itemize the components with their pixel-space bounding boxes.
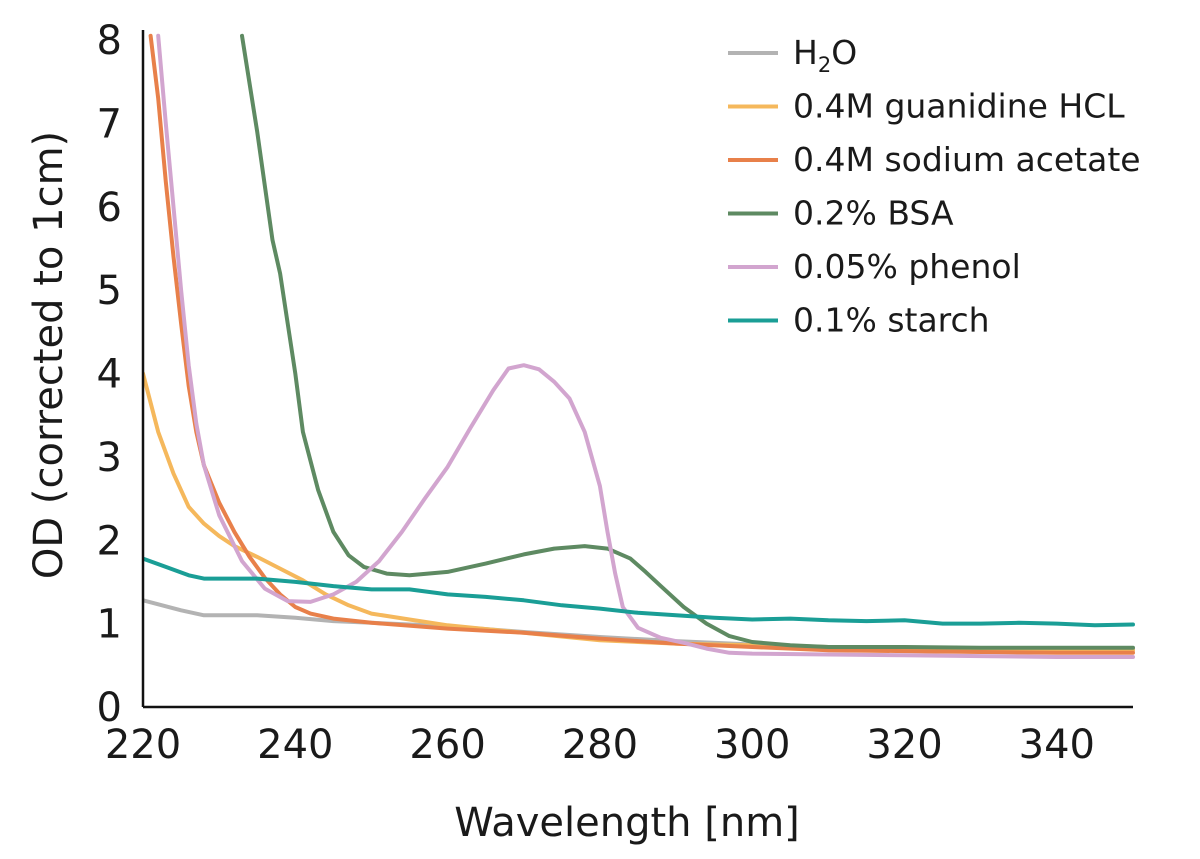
x-axis-title: Wavelength [nm] [454, 800, 800, 846]
series-line-3 [240, 33, 1135, 650]
y-axis-title: OD (corrected to 1cm) [26, 131, 72, 579]
x-tick-label: 240 [257, 722, 333, 768]
x-tick-label: 260 [409, 722, 485, 768]
x-tick-label: 220 [105, 722, 181, 768]
y-tick-label: 8 [97, 18, 122, 64]
tick-labels: 220 240 260 280 300 320 340 0 1 2 3 4 5 6 7 8 [97, 18, 1095, 768]
series-layer [143, 33, 1135, 659]
y-tick-label: 6 [97, 185, 122, 231]
legend-label-1: 0.4M guanidine HCL [793, 87, 1125, 126]
legend-label-3: 0.2% BSA [793, 194, 954, 233]
x-tick-label: 340 [1019, 722, 1095, 768]
axes [141, 30, 1133, 709]
y-tick-label: 5 [97, 268, 122, 314]
x-tick-label: 300 [714, 722, 790, 768]
y-tick-label: 2 [97, 518, 122, 564]
y-tick-label: 7 [97, 101, 122, 147]
x-tick-label: 280 [562, 722, 638, 768]
series-line-4 [156, 33, 1135, 659]
series-line-2 [148, 33, 1135, 655]
y-tick-label: 0 [97, 685, 122, 731]
y-tick-label: 4 [97, 352, 122, 398]
legend-label-4: 0.05% phenol [793, 247, 1021, 286]
legend-label-2: 0.4M sodium acetate [793, 140, 1141, 179]
series-line-5 [143, 556, 1135, 628]
x-tick-label: 320 [866, 722, 942, 768]
legend: H2O 0.4M guanidine HCL 0.4M sodium acetate… [728, 33, 1141, 340]
series-line-1 [143, 371, 1135, 653]
legend-label-0: H2O [793, 33, 857, 77]
legend-label-5: 0.1% starch [793, 301, 990, 340]
y-tick-label: 3 [97, 435, 122, 481]
y-tick-label: 1 [97, 602, 122, 648]
